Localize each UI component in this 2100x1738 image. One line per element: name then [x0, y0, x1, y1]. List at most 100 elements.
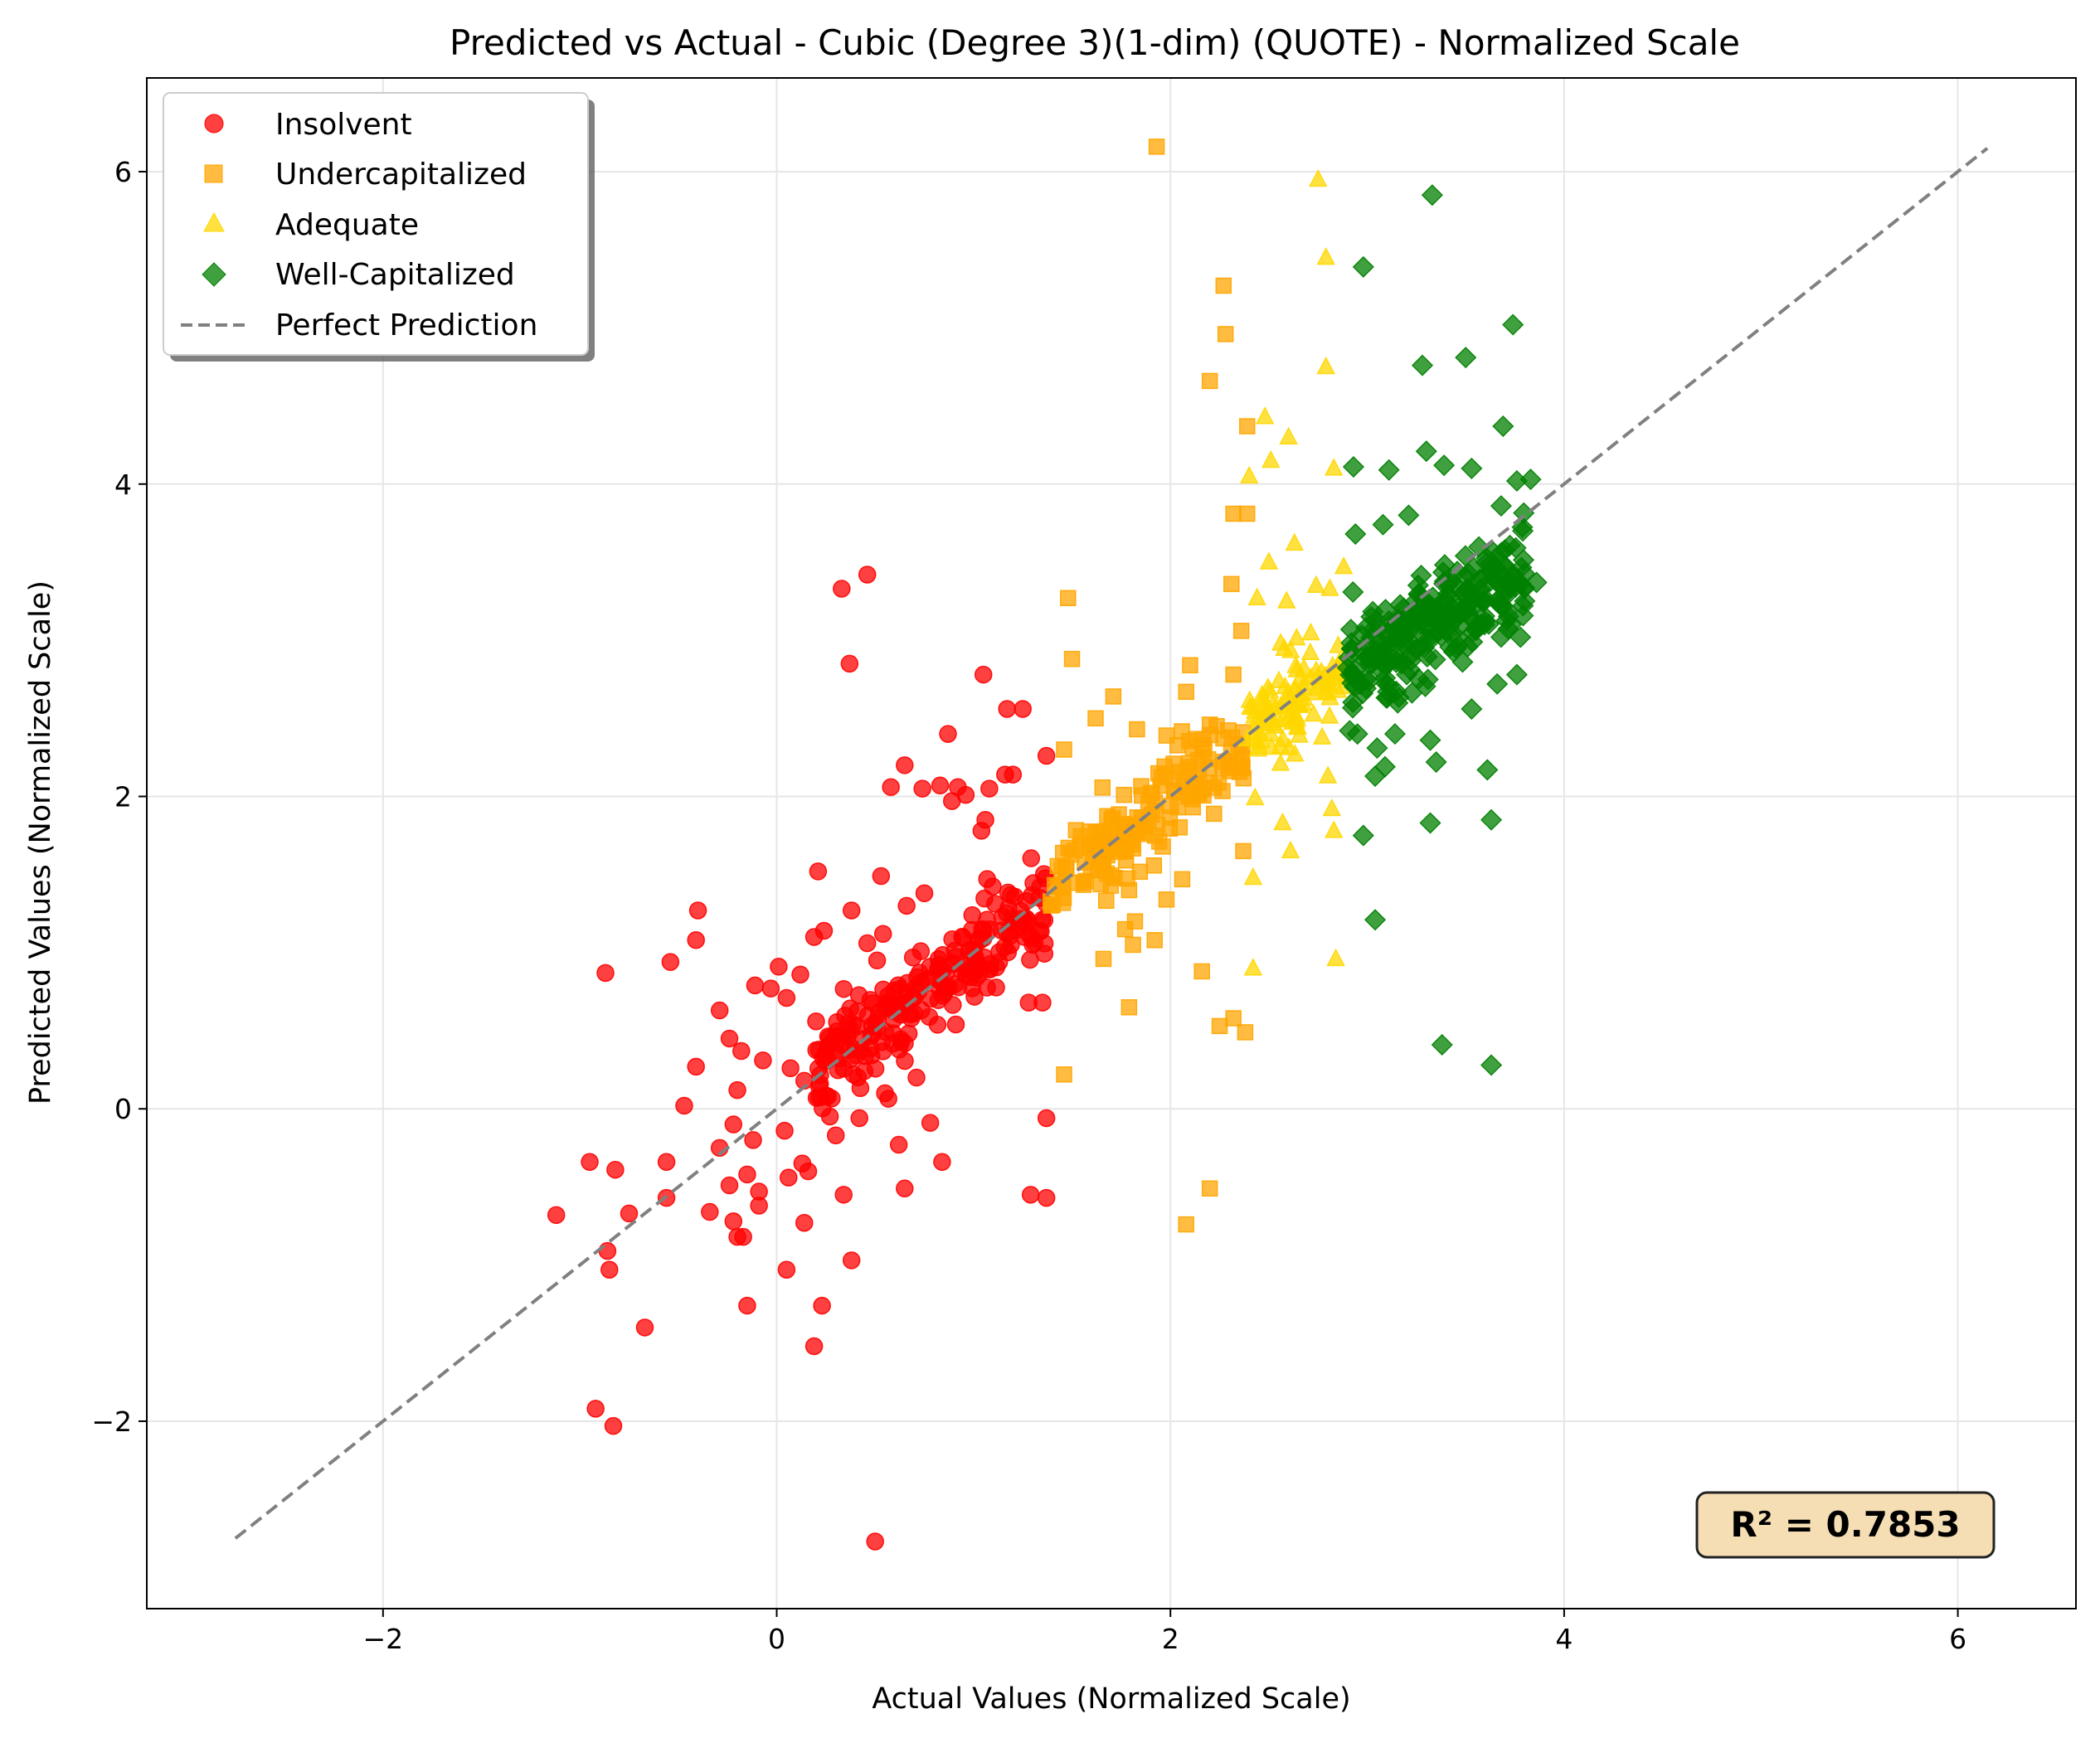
point-insolvent	[687, 1057, 705, 1076]
point-undercapitalized	[1206, 805, 1223, 823]
point-well-capitalized	[1490, 626, 1513, 648]
point-insolvent	[882, 778, 900, 796]
point-insolvent	[931, 776, 950, 795]
point-well-capitalized	[1500, 614, 1522, 636]
x-axis-label: Actual Values (Normalized Scale)	[872, 1682, 1350, 1716]
point-well-capitalized	[1341, 697, 1364, 719]
point-adequate	[1243, 867, 1263, 886]
point-adequate	[1294, 692, 1313, 711]
point-undercapitalized	[1145, 857, 1163, 874]
point-well-capitalized	[1514, 590, 1536, 612]
point-insolvent	[701, 1202, 719, 1221]
point-undercapitalized	[1237, 1024, 1254, 1041]
point-insolvent	[606, 1160, 625, 1179]
point-well-capitalized	[1519, 468, 1542, 491]
point-insolvent	[996, 765, 1014, 784]
point-insolvent	[872, 867, 891, 886]
point-undercapitalized	[1095, 858, 1112, 876]
point-adequate	[1304, 703, 1323, 722]
point-undercapitalized	[1201, 372, 1218, 390]
point-adequate	[1246, 787, 1265, 806]
point-insolvent	[805, 1337, 824, 1356]
point-adequate	[1259, 551, 1279, 570]
point-insolvent	[620, 1204, 639, 1223]
point-insolvent	[892, 1030, 910, 1049]
point-insolvent	[866, 1060, 885, 1078]
point-insolvent	[598, 1241, 617, 1260]
point-undercapitalized	[1163, 798, 1179, 814]
point-well-capitalized	[1373, 639, 1395, 662]
point-undercapitalized	[1225, 1010, 1242, 1027]
point-adequate	[1316, 247, 1335, 265]
point-undercapitalized	[1135, 825, 1151, 842]
point-undercapitalized	[1191, 785, 1208, 803]
point-insolvent	[1014, 700, 1032, 718]
point-adequate	[1271, 633, 1291, 651]
point-well-capitalized	[1342, 455, 1364, 478]
r2-box-background	[1695, 1491, 1995, 1559]
point-well-capitalized	[1431, 612, 1453, 634]
point-insolvent	[728, 1227, 746, 1246]
point-adequate	[1247, 587, 1266, 606]
point-adequate	[1271, 753, 1291, 771]
point-well-capitalized	[1486, 672, 1509, 695]
point-insolvent	[795, 1213, 814, 1232]
point-adequate	[1285, 532, 1304, 551]
point-adequate	[1334, 556, 1354, 575]
point-adequate	[1312, 726, 1332, 745]
point-undercapitalized	[1174, 723, 1190, 740]
point-well-capitalized	[1490, 495, 1513, 517]
point-well-capitalized	[1364, 909, 1387, 931]
point-adequate	[1249, 736, 1268, 755]
point-insolvent	[944, 996, 962, 1014]
point-adequate	[1269, 670, 1289, 688]
point-insolvent	[858, 934, 877, 953]
legend-label-undercapitalized: Undercapitalized	[275, 158, 527, 192]
point-insolvent	[920, 1007, 939, 1027]
point-well-capitalized	[1355, 616, 1378, 638]
point-insolvent	[842, 1251, 861, 1270]
axis-ticks: −2 0 2 4 6 −2 0 2 4 6	[91, 156, 1966, 1655]
point-adequate	[1301, 622, 1320, 641]
point-adequate	[1316, 682, 1335, 701]
legend: Insolvent Undercapitalized Adequate Well…	[163, 92, 595, 362]
point-insolvent	[746, 976, 765, 995]
point-well-capitalized	[1346, 723, 1368, 745]
point-insolvent	[1033, 993, 1052, 1012]
point-insolvent	[889, 976, 907, 994]
point-insolvent	[915, 884, 934, 903]
point-insolvent	[826, 1126, 845, 1144]
point-undercapitalized	[1223, 729, 1241, 746]
point-well-capitalized	[1377, 674, 1399, 697]
point-insolvent	[942, 792, 961, 810]
point-undercapitalized	[1215, 277, 1232, 294]
point-insolvent	[761, 979, 780, 998]
point-well-capitalized	[1372, 513, 1394, 536]
point-adequate	[1318, 765, 1338, 784]
point-undercapitalized	[1126, 913, 1144, 930]
point-well-capitalized	[1415, 440, 1437, 463]
point-insolvent	[547, 1206, 566, 1225]
point-insolvent	[728, 1080, 746, 1100]
point-undercapitalized	[1142, 784, 1159, 802]
point-adequate	[1261, 449, 1281, 468]
point-insolvent	[1037, 1188, 1056, 1207]
point-well-capitalized	[1431, 1033, 1453, 1056]
point-adequate	[1322, 798, 1342, 817]
point-well-capitalized	[1383, 723, 1407, 745]
point-well-capitalized	[1425, 750, 1447, 774]
point-insolvent	[1025, 934, 1044, 953]
point-adequate	[1326, 948, 1345, 967]
point-well-capitalized	[1342, 580, 1364, 604]
point-insolvent	[834, 1186, 853, 1204]
point-adequate	[1320, 706, 1339, 724]
point-undercapitalized	[1102, 877, 1120, 894]
point-undercapitalized	[1158, 727, 1175, 744]
point-well-capitalized	[1455, 347, 1477, 369]
point-undercapitalized	[1235, 842, 1252, 860]
point-insolvent	[799, 1162, 818, 1181]
point-undercapitalized	[1178, 1216, 1194, 1233]
point-well-capitalized	[1470, 568, 1493, 590]
point-insolvent	[939, 725, 957, 743]
point-undercapitalized	[1072, 828, 1089, 845]
